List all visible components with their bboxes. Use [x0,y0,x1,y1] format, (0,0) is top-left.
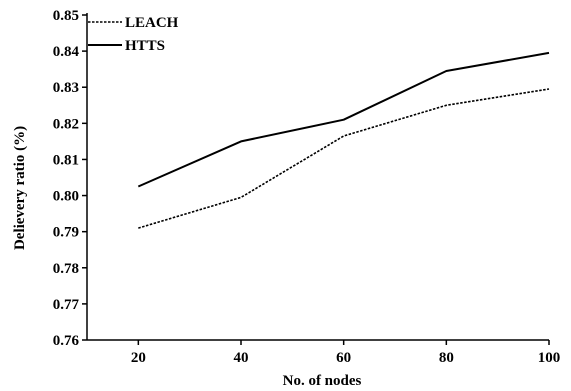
y-tick-label: 0.79 [53,225,79,241]
y-tick-label: 0.83 [53,80,79,96]
y-tick-label: 0.80 [53,189,79,205]
y-tick-label: 0.78 [53,261,79,277]
plot-area: 0.76 0.77 0.78 0.79 0.80 0.81 0.82 0.83 0.84 0.85… [53,8,561,366]
y-tick-label: 0.85 [53,8,79,24]
y-axis-title: Delievery ratio (%) [12,126,28,250]
legend-label-leach: LEACH [125,15,179,31]
y-tick-label: 0.82 [53,116,79,132]
x-axis-ticks: 20 40 60 80 100 [131,340,560,366]
x-tick-label: 60 [336,350,351,366]
series-line-leach [138,88,550,229]
y-tick-label: 0.81 [53,152,79,168]
y-tick-label: 0.77 [53,297,80,313]
x-axis-title: No. of nodes [283,373,362,389]
y-axis-ticks: 0.76 0.77 0.78 0.79 0.80 0.81 0.82 0.83 0.84 0.85 [53,8,87,349]
series-layer [137,51,550,229]
legend: LEACH HTTS [88,15,179,54]
y-tick-label: 0.76 [53,333,80,349]
x-tick-label: 100 [538,350,561,366]
x-tick-label: 40 [234,350,249,366]
legend-label-htts: HTTS [125,38,165,54]
series-line-htts [137,51,550,188]
x-tick-label: 80 [439,350,454,366]
x-tick-label: 20 [131,350,146,366]
y-tick-label: 0.84 [53,44,80,60]
